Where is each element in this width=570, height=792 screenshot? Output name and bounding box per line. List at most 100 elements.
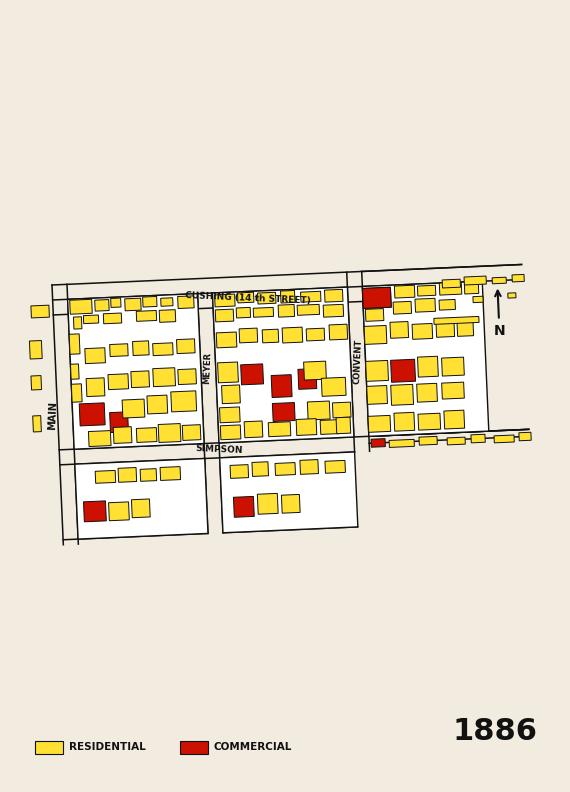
Polygon shape [332,402,351,418]
Polygon shape [321,377,346,396]
Polygon shape [109,412,128,432]
Polygon shape [417,356,438,377]
Polygon shape [297,304,320,315]
Polygon shape [86,378,105,397]
Polygon shape [282,494,300,513]
Polygon shape [219,407,240,423]
Polygon shape [471,434,485,443]
Polygon shape [177,339,195,353]
Polygon shape [393,301,412,314]
Polygon shape [108,374,129,390]
Text: RESIDENTIAL: RESIDENTIAL [69,743,146,752]
Polygon shape [368,415,390,432]
Polygon shape [363,287,391,308]
Polygon shape [133,341,149,356]
Polygon shape [132,499,150,518]
Polygon shape [307,401,330,420]
Polygon shape [390,360,416,383]
Polygon shape [215,309,234,322]
Polygon shape [230,465,249,478]
Polygon shape [125,298,141,310]
Polygon shape [278,304,295,317]
Text: N: N [494,323,505,337]
Polygon shape [108,502,129,520]
Polygon shape [300,459,319,474]
Polygon shape [494,435,514,443]
Polygon shape [109,344,128,356]
Polygon shape [88,431,111,447]
Polygon shape [111,298,121,307]
Polygon shape [118,467,137,482]
Polygon shape [178,369,197,385]
Polygon shape [325,460,345,474]
Polygon shape [390,384,414,406]
Polygon shape [71,364,79,379]
Polygon shape [417,285,436,296]
Polygon shape [241,364,263,385]
Polygon shape [238,292,254,303]
Polygon shape [320,420,339,435]
Polygon shape [234,497,254,517]
Polygon shape [158,424,181,443]
Polygon shape [436,321,455,337]
Polygon shape [329,324,348,340]
Polygon shape [253,307,274,318]
Polygon shape [262,329,279,343]
Polygon shape [68,294,204,449]
Polygon shape [367,386,388,405]
Polygon shape [394,413,415,431]
Polygon shape [213,287,354,443]
Polygon shape [69,334,80,354]
Text: COMMERCIAL: COMMERCIAL [214,743,292,752]
Polygon shape [70,299,92,314]
Polygon shape [74,317,82,329]
Polygon shape [508,293,516,298]
Polygon shape [31,305,50,318]
Polygon shape [71,384,82,402]
Polygon shape [300,291,321,303]
Polygon shape [258,292,276,304]
Polygon shape [83,315,99,324]
Polygon shape [306,328,325,341]
Text: 1886: 1886 [453,718,538,747]
Polygon shape [136,428,157,443]
Polygon shape [473,296,483,303]
Text: SIMPSON: SIMPSON [196,444,243,455]
Polygon shape [218,362,238,383]
Polygon shape [439,282,462,295]
Polygon shape [323,304,344,317]
Polygon shape [220,425,241,440]
Polygon shape [160,466,181,481]
Polygon shape [222,385,241,404]
Polygon shape [83,501,107,522]
Polygon shape [389,440,414,447]
Polygon shape [390,322,409,338]
Polygon shape [178,296,194,309]
Polygon shape [296,419,317,436]
Polygon shape [298,368,317,390]
Polygon shape [216,332,237,348]
Polygon shape [412,323,433,339]
Polygon shape [417,383,437,402]
Text: CUSHING (14 th STREET): CUSHING (14 th STREET) [185,291,311,306]
Polygon shape [363,281,489,436]
Polygon shape [95,299,109,311]
Polygon shape [85,348,105,364]
Polygon shape [30,341,42,359]
Polygon shape [32,416,42,432]
Polygon shape [153,343,173,356]
Polygon shape [236,307,251,318]
Polygon shape [324,289,343,302]
Polygon shape [282,327,303,343]
Polygon shape [492,277,506,284]
Polygon shape [280,291,295,303]
Polygon shape [268,422,291,436]
Polygon shape [394,285,415,298]
Polygon shape [122,399,145,418]
Polygon shape [271,375,292,398]
Polygon shape [95,470,116,483]
Polygon shape [214,294,235,307]
Polygon shape [419,436,437,445]
Polygon shape [161,298,173,307]
Polygon shape [239,328,258,343]
